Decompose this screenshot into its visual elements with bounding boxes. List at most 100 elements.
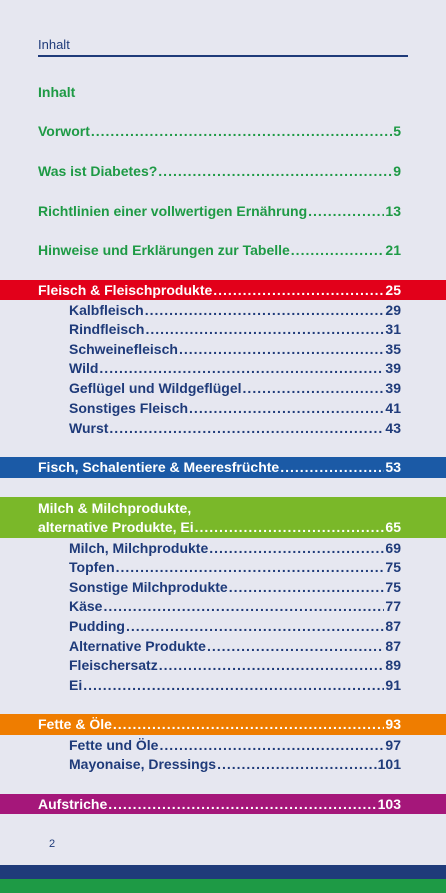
section-band-fisch[interactable]: Fisch, Schalentiere & Meeresfrüchte 53 (0, 457, 446, 478)
section-page: 93 (385, 716, 401, 732)
section-entry: Fisch, Schalentiere & Meeresfrüchte 53 (38, 457, 401, 478)
toc-entry-diabetes[interactable]: Was ist Diabetes? 9 (38, 163, 401, 179)
toc-subentry-page: 43 (385, 420, 401, 436)
toc-subentry-label: Mayonaise, Dressings (69, 756, 217, 772)
leader-dots (195, 517, 385, 537)
leader-dots (145, 300, 385, 320)
toc-subentry-label: Schweinefleisch (69, 341, 178, 357)
toc-subentry-label: Käse (69, 598, 103, 614)
toc-subentry[interactable]: Fleischersatz 89 (69, 655, 401, 675)
toc-subentry-label: Sonstige Milchprodukte (69, 579, 228, 595)
toc-subentry-label: Pudding (69, 618, 125, 634)
toc-subentry-page: 31 (385, 321, 401, 337)
toc-entry-vorwort[interactable]: Vorwort 5 (38, 123, 401, 139)
toc-subentry[interactable]: Pudding 87 (69, 616, 401, 636)
toc-subentry[interactable]: Geflügel und Wildgeflügel 39 (69, 378, 401, 398)
leader-dots (116, 557, 385, 577)
section-band-aufstriche[interactable]: Aufstriche 103 (0, 794, 446, 814)
toc-subentry-page: 89 (385, 657, 401, 673)
toc-entry-page: 21 (385, 242, 401, 258)
section-page: 53 (385, 459, 401, 475)
toc-subentry-label: Rindfleisch (69, 321, 145, 337)
toc-subentry[interactable]: Wurst 43 (69, 418, 401, 438)
toc-subentry[interactable]: Sonstige Milchprodukte 75 (69, 577, 401, 597)
toc-subentry[interactable]: Sonstiges Fleisch 41 (69, 398, 401, 418)
toc-subentry-label: Geflügel und Wildgeflügel (69, 380, 242, 396)
toc-subentry-label: Wurst (69, 420, 109, 436)
leader-dots (109, 418, 384, 438)
toc-subentry-page: 87 (385, 618, 401, 634)
toc-subentry-page: 29 (385, 302, 401, 318)
leader-dots (126, 616, 384, 636)
leader-dots (280, 457, 384, 478)
toc-entry-label: Richtlinien einer vollwertigen Ernährung (38, 203, 308, 219)
toc-entry-label: Vorwort (38, 123, 90, 139)
toc-subentry[interactable]: Käse 77 (69, 596, 401, 616)
toc-subentry[interactable]: Wild 39 (69, 358, 401, 378)
section-label: Fisch, Schalentiere & Meeresfrüchte (38, 459, 280, 475)
toc-subentry[interactable]: Fette und Öle 97 (69, 735, 401, 755)
leader-dots (243, 378, 385, 398)
toc-subentry[interactable]: Mayonaise, Dressings 101 (69, 754, 401, 774)
section-entry: Fette & Öle 93 (38, 714, 401, 735)
toc-subentry-label: Wild (69, 360, 99, 376)
section-entry: Aufstriche 103 (38, 794, 401, 814)
leader-dots (113, 714, 385, 735)
toc-entry-label: Hinweise und Erklärungen zur Tabelle (38, 242, 290, 258)
section-label: alternative Produkte, Ei (38, 519, 194, 535)
toc-subentry-page: 77 (385, 598, 401, 614)
toc-entry-page: 5 (393, 123, 401, 139)
toc-subentry-page: 87 (385, 638, 401, 654)
toc-heading: Inhalt (38, 84, 76, 100)
toc-entry-label: Was ist Diabetes? (38, 163, 158, 179)
header-rule (38, 55, 408, 57)
leader-dots (91, 123, 392, 139)
leader-dots (159, 735, 384, 755)
section-band-fleisch[interactable]: Fleisch & Fleischprodukte 25 (0, 280, 446, 300)
leader-dots (207, 636, 384, 656)
toc-subentry[interactable]: Schweinefleisch 35 (69, 339, 401, 359)
toc-subentry-label: Ei (69, 677, 83, 693)
leader-dots (145, 319, 384, 339)
toc-subentry-label: Topfen (69, 559, 115, 575)
leader-dots (189, 398, 384, 418)
toc-subentry-label: Alternative Produkte (69, 638, 206, 654)
toc-subentry[interactable]: Ei 91 (69, 675, 401, 695)
toc-subentry[interactable]: Rindfleisch 31 (69, 319, 401, 339)
leader-dots (229, 577, 385, 597)
toc-subentry-page: 39 (385, 360, 401, 376)
section-entry: alternative Produkte, Ei 65 (38, 517, 401, 537)
toc-subentry-label: Fette und Öle (69, 737, 159, 753)
toc-subentry-page: 75 (385, 579, 401, 595)
leader-dots (83, 675, 384, 695)
leader-dots (158, 163, 392, 179)
section-entry: Fleisch & Fleischprodukte 25 (38, 280, 401, 300)
toc-subentry-page: 69 (385, 540, 401, 556)
footer-stripe-blue (0, 865, 446, 879)
toc-subentry[interactable]: Milch, Milchprodukte 69 (69, 538, 401, 558)
leader-dots (291, 242, 385, 258)
section-page: 103 (377, 796, 401, 812)
leader-dots (308, 203, 384, 219)
toc-subentry[interactable]: Alternative Produkte 87 (69, 636, 401, 656)
footer-stripe-green (0, 879, 446, 893)
toc-subentry-page: 41 (385, 400, 401, 416)
toc-subentry[interactable]: Topfen 75 (69, 557, 401, 577)
toc-subentry-label: Milch, Milchprodukte (69, 540, 209, 556)
section-label-line1: Milch & Milchprodukte, (38, 500, 192, 516)
toc-subentry-page: 75 (385, 559, 401, 575)
toc-entry-richtlinien[interactable]: Richtlinien einer vollwertigen Ernährung… (38, 203, 401, 219)
toc-subentry-label: Sonstiges Fleisch (69, 400, 189, 416)
leader-dots (159, 655, 385, 675)
leader-dots (179, 339, 384, 359)
leader-dots (209, 538, 384, 558)
leader-dots (99, 358, 384, 378)
section-band-fette[interactable]: Fette & Öle 93 (0, 714, 446, 735)
toc-entry-hinweise[interactable]: Hinweise und Erklärungen zur Tabelle 21 (38, 242, 401, 258)
section-band-milch[interactable]: Milch & Milchprodukte, alternative Produ… (0, 497, 446, 538)
toc-subentry-page: 35 (385, 341, 401, 357)
leader-dots (213, 280, 384, 300)
leader-dots (217, 754, 377, 774)
section-label: Fleisch & Fleischprodukte (38, 282, 213, 298)
toc-subentry[interactable]: Kalbfleisch 29 (69, 300, 401, 320)
